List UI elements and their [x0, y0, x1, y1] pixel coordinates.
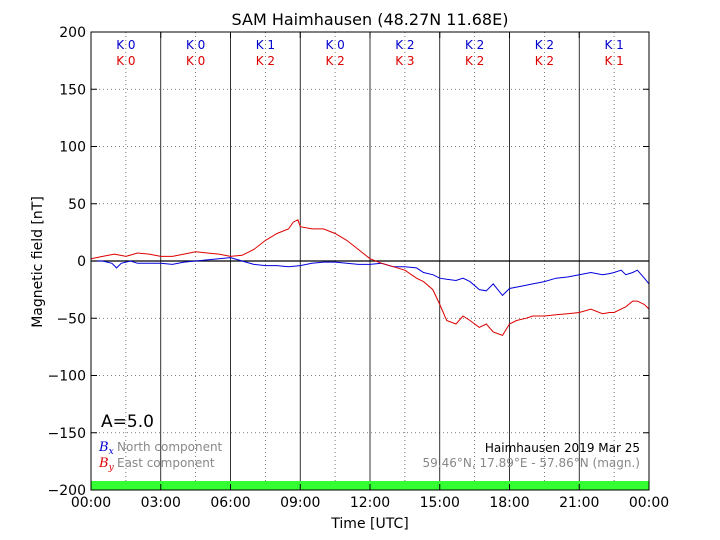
y-axis-label: Magnetic field [nT] [30, 196, 46, 328]
k-index-north: K 2 [395, 38, 414, 52]
x-tick-label: 18:00 [489, 495, 529, 511]
k-index-east: K 2 [535, 54, 554, 68]
legend-east-label: East component [117, 456, 215, 470]
k-index-north: K 2 [535, 38, 554, 52]
series-north-line [91, 257, 650, 297]
k-index-north: K 1 [604, 38, 623, 52]
k-index-north: K 0 [186, 38, 205, 52]
series-lines [90, 219, 650, 337]
y-tick-label: −200 [48, 483, 86, 499]
k-index-east: K 2 [256, 54, 275, 68]
y-tick-label: −100 [48, 369, 86, 385]
legend: Bx North component By East component [98, 440, 223, 473]
k-index-east: K 2 [325, 54, 344, 68]
x-tick-label: 12:00 [350, 495, 390, 511]
y-tick-label: 150 [59, 82, 86, 98]
k-index-north: K 1 [256, 38, 275, 52]
y-tick-label: 100 [59, 140, 86, 156]
series-east-line [90, 219, 650, 337]
station-coordinates-info: 59.46°N, 17.89°E - 57.86°N (magn.) [423, 456, 640, 470]
station-date-info: Haimhausen 2019 Mar 25 [485, 441, 640, 455]
k-index-east: K 0 [116, 54, 135, 68]
y-tick-label: 0 [77, 254, 86, 270]
x-tick-label: 09:00 [280, 495, 320, 511]
y-tick-label: −150 [48, 426, 86, 442]
k-index-north: K 2 [465, 38, 484, 52]
y-tick-label: 50 [68, 197, 86, 213]
legend-by-symbol: By [98, 456, 115, 473]
k-index-east: K 0 [186, 54, 205, 68]
x-tick-label: 21:00 [559, 495, 599, 511]
chart-title: SAM Haimhausen (48.27N 11.68E) [232, 10, 509, 29]
k-index-east: K 3 [395, 54, 414, 68]
y-tick-label: −50 [56, 311, 86, 327]
legend-bx-symbol: Bx [98, 440, 114, 457]
x-tick-label: 03:00 [141, 495, 181, 511]
a-index-label: A=5.0 [101, 412, 154, 432]
k-index-east: K 2 [465, 54, 484, 68]
axis-ticks: −200 −150 −100 −50 0 50 100 150 200 00:00 03:00 06:… [48, 25, 670, 511]
k-index-north: K 0 [325, 38, 344, 52]
x-tick-label: 00:00 [629, 495, 669, 511]
legend-north-label: North component [117, 440, 223, 454]
x-tick-label: 00:00 [71, 495, 111, 511]
y-tick-label: 200 [59, 25, 86, 41]
k-index-labels: K 0 K 0 K 1 K 0 K 2 K 2 K 2 K 1 K 0 K 0 K 2 K 2 K 3 K… [116, 38, 624, 68]
x-tick-label: 15:00 [420, 495, 460, 511]
k-index-north: K 0 [116, 38, 135, 52]
k-index-east: K 1 [604, 54, 623, 68]
x-axis-label: Time [UTC] [330, 516, 408, 532]
x-tick-label: 06:00 [210, 495, 250, 511]
